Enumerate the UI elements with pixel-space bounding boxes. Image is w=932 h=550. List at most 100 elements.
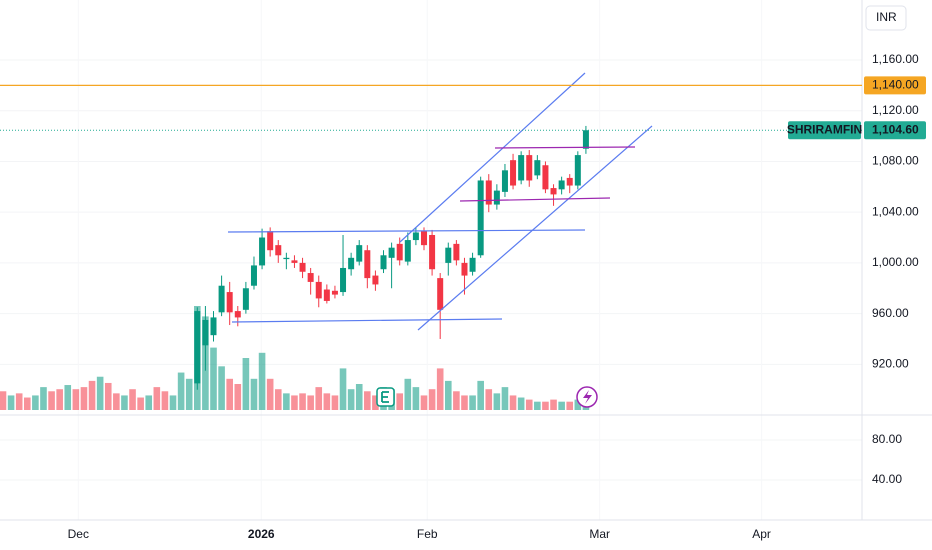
volume-bar	[48, 391, 55, 410]
volume-bar	[323, 393, 331, 410]
candle-body	[250, 265, 257, 286]
currency: INR	[876, 10, 897, 24]
x-tick-label: Feb	[417, 527, 438, 541]
volume-bar	[412, 387, 420, 410]
candle-body	[242, 288, 249, 310]
candle-body	[437, 278, 444, 310]
candle-body	[453, 243, 460, 261]
volume-bar	[177, 372, 185, 410]
candle-body	[526, 155, 533, 181]
candle-body	[396, 243, 403, 261]
volume-bar	[104, 382, 112, 410]
volume-bar	[169, 395, 177, 410]
volume-bar	[72, 389, 80, 410]
candle-body	[226, 292, 233, 313]
symbol-label-box	[788, 121, 861, 140]
dividend-icon[interactable]	[576, 386, 598, 408]
candle-body	[380, 255, 387, 270]
volume-bar	[32, 395, 39, 410]
volume-bar	[461, 395, 468, 410]
volume-bar	[574, 399, 582, 410]
volume-bar	[113, 393, 120, 410]
last-price-box	[864, 121, 926, 140]
volume-bar	[185, 378, 193, 410]
candle-body	[445, 247, 452, 263]
y-tick-label: 1,000.00	[872, 255, 919, 269]
volume-bar	[339, 368, 347, 410]
volume-bar	[15, 393, 23, 410]
volume-bar	[266, 378, 274, 410]
candle-body	[291, 260, 298, 263]
volume-bar	[355, 384, 363, 410]
volume-bar	[364, 391, 371, 410]
volume-bar	[64, 385, 72, 410]
volume-bar	[299, 393, 306, 410]
candle-body	[469, 257, 476, 272]
candle-body	[420, 231, 427, 246]
y-tick-label: 1,080.00	[872, 154, 919, 168]
volume-bar	[218, 366, 225, 410]
candle-body	[558, 180, 565, 190]
volume-bar	[485, 389, 493, 410]
candle-body	[259, 237, 266, 266]
candle-body	[315, 281, 322, 299]
trendline[interactable]	[227, 229, 586, 233]
volume-bar	[250, 378, 258, 410]
volume-bar	[315, 387, 323, 410]
trendline[interactable]	[231, 318, 503, 323]
candle-body	[566, 177, 573, 186]
candle-body	[510, 160, 517, 186]
candle-body	[283, 257, 290, 260]
volume-bar	[420, 395, 428, 410]
y-tick-label: 80.00	[872, 432, 902, 446]
candle-body	[461, 262, 468, 276]
last-price-label: 1,104.60	[872, 122, 919, 136]
x-tick-label: Mar	[589, 527, 610, 541]
volume-bar	[129, 389, 136, 410]
y-tick-label: 1,120.00	[872, 103, 919, 117]
candle-body	[518, 155, 525, 181]
candle-body	[388, 247, 395, 258]
volume-bar	[372, 395, 379, 410]
candle-body	[267, 231, 274, 251]
currency-box[interactable]	[865, 5, 907, 31]
volume-bar	[88, 380, 96, 410]
volume-bar	[56, 389, 63, 410]
volume-bar	[161, 391, 169, 410]
volume-bar	[477, 380, 484, 410]
volume-bar	[80, 387, 88, 410]
candle-body	[299, 262, 306, 272]
candle-body	[501, 170, 508, 192]
trendline[interactable]	[459, 197, 611, 202]
volume-bar	[428, 389, 436, 410]
hline-label: 1,140.00	[872, 78, 919, 92]
trendline[interactable]	[399, 72, 586, 243]
candle-body	[493, 190, 500, 205]
candle-body	[542, 165, 549, 190]
volume-bar	[501, 387, 509, 410]
volume-bar	[258, 352, 266, 410]
candle-body	[202, 319, 209, 346]
volume-bar	[137, 397, 144, 410]
candle-body	[210, 317, 217, 336]
candle-body	[218, 285, 225, 313]
volume-bar	[542, 401, 549, 410]
candle-body	[307, 273, 314, 282]
volume-bar	[210, 347, 217, 410]
x-tick-label: 2026	[248, 527, 275, 541]
trendline[interactable]	[417, 125, 653, 331]
y-tick-label: 920.00	[872, 357, 909, 371]
volume-bar	[0, 391, 7, 410]
volume-bar	[525, 399, 533, 410]
volume-bar	[331, 395, 339, 410]
trendline[interactable]	[494, 146, 636, 149]
volume-bar	[274, 389, 282, 410]
earnings-icon[interactable]	[376, 387, 395, 407]
hline-label-box	[864, 76, 926, 95]
volume-bar	[396, 393, 404, 410]
candle-body	[477, 180, 484, 256]
candle-body	[372, 275, 379, 285]
volume-bar	[517, 397, 525, 410]
candle-body	[323, 289, 330, 301]
